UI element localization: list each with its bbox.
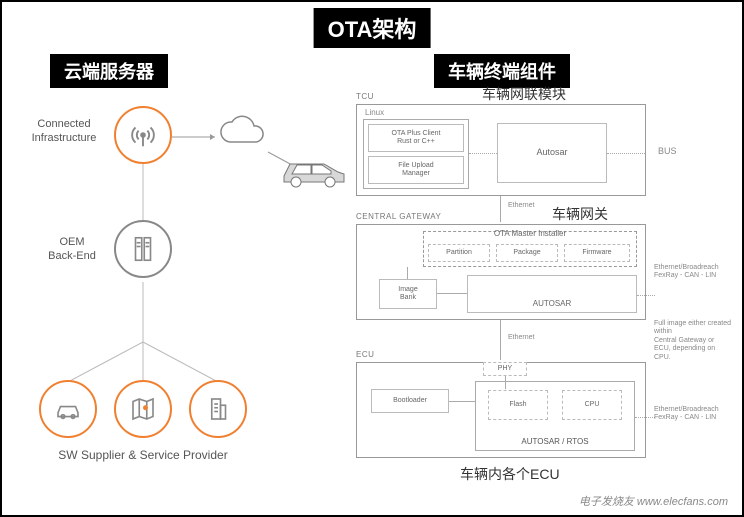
car-icon <box>278 154 348 195</box>
ecu-tag: ECU <box>356 350 374 359</box>
cpu: CPU <box>562 390 622 420</box>
eth2: Ethernet <box>508 334 534 342</box>
car-sw-icon <box>39 380 97 438</box>
server-icon <box>114 220 172 278</box>
tcu-box: Linux OTA Plus Client Rust or C++ File U… <box>356 104 646 196</box>
sw-supplier-label: SW Supplier & Service Provider <box>28 444 258 463</box>
phy: PHY <box>483 362 527 376</box>
installer-title: OTA Master Installer <box>424 230 636 239</box>
ecu-box: PHY Bootloader Flash CPU AUTOSAR / RTOS <box>356 362 646 458</box>
installer-group: OTA Master Installer Partition Package F… <box>423 231 637 267</box>
gw-tag: CENTRAL GATEWAY <box>356 212 441 221</box>
vehicle-side: TCU 车辆网联模块 Linux OTA Plus Client Rust or… <box>352 72 732 502</box>
ecu-conn: Ethernet/Broadreach FexRay - CAN - LIN <box>654 406 719 423</box>
package: Package <box>496 244 558 262</box>
bus-label: BUS <box>658 146 677 157</box>
image-bank: Image Bank <box>379 279 437 309</box>
gw-note: Full image either created within Central… <box>654 320 732 362</box>
rtos-group: Flash CPU AUTOSAR / RTOS <box>475 381 635 451</box>
gw-autosar: AUTOSAR <box>467 275 637 313</box>
rtos: AUTOSAR / RTOS <box>476 437 634 446</box>
firmware: Firmware <box>564 244 630 262</box>
autosar-box: Autosar <box>497 123 607 183</box>
tcu-tag: TCU <box>356 92 374 101</box>
file-uploader: File Upload Manager <box>368 156 464 184</box>
building-icon <box>189 380 247 438</box>
linux-label: Linux <box>365 108 384 117</box>
watermark: 电子发烧友 www.elecfans.com <box>579 493 728 509</box>
main-title: OTA架构 <box>314 8 431 48</box>
map-icon <box>114 380 172 438</box>
tcu-left-group: OTA Plus Client Rust or C++ File Upload … <box>363 119 469 189</box>
oem-label: OEM Back-End <box>34 232 110 264</box>
gw-conn: Ethernet/Broadreach FexRay - CAN - LIN <box>654 264 719 281</box>
gw-ch: 车辆网关 <box>552 204 608 224</box>
tcu-ch: 车辆网联模块 <box>482 84 566 104</box>
flash: Flash <box>488 390 548 420</box>
connected-label: Connected Infrastructure <box>20 114 108 146</box>
ota-client: OTA Plus Client Rust or C++ <box>368 124 464 152</box>
bootloader: Bootloader <box>371 389 449 413</box>
ecu-ch: 车辆内各个ECU <box>460 464 560 484</box>
cloud-icon <box>215 112 269 155</box>
antenna-icon <box>114 106 172 164</box>
cloud-side: Connected Infrastructure OEM Back-End SW… <box>20 92 330 482</box>
partition: Partition <box>428 244 490 262</box>
left-title: 云端服务器 <box>50 54 168 88</box>
eth1: Ethernet <box>508 202 534 210</box>
gw-box: OTA Master Installer Partition Package F… <box>356 224 646 320</box>
